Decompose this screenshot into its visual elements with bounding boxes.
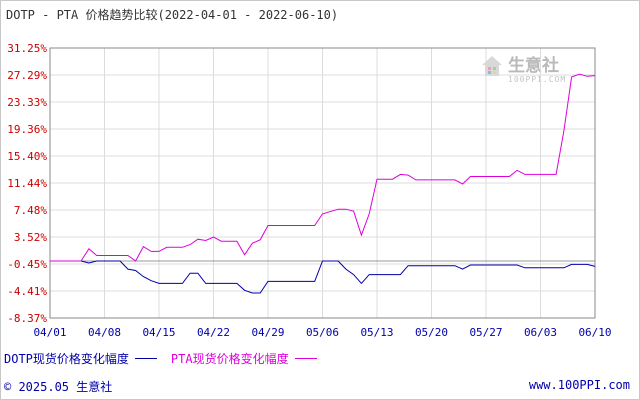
x-tick-label: 04/08 (88, 326, 121, 339)
plot-border (49, 47, 596, 319)
y-tick-label: 31.25% (7, 42, 47, 55)
y-tick-label: 15.40% (7, 150, 47, 163)
x-tick-label: 04/29 (251, 326, 284, 339)
y-tick-label: 27.29% (7, 69, 47, 82)
legend-label-dotp: DOTP现货价格变化幅度 (4, 352, 129, 366)
x-tick-label: 05/20 (415, 326, 448, 339)
chart-title: DOTP - PTA 价格趋势比较(2022-04-01 - 2022-06-1… (6, 8, 339, 22)
watermark-name: 生意社 (508, 55, 559, 76)
site-link[interactable]: www.100PPI.com (528, 378, 630, 392)
legend-swatch-pta (294, 358, 317, 359)
series-line-dotp (50, 260, 596, 294)
y-tick-label: 11.44% (7, 177, 47, 190)
watermark-logo: 生意社 100PPI.COM (480, 54, 565, 84)
y-tick-label: 7.48% (14, 204, 47, 217)
x-tick-label: 06/03 (524, 326, 557, 339)
house-logo-icon (482, 56, 502, 76)
series-line-pta (50, 73, 596, 262)
legend-item-dotp: DOTP现货价格变化幅度 (4, 350, 157, 367)
y-tick-label: 19.36% (7, 123, 47, 136)
y-tick-label: 3.52% (14, 231, 47, 244)
x-tick-label: 05/27 (469, 326, 502, 339)
x-tick-label: 04/01 (33, 326, 66, 339)
x-tick-label: 04/15 (142, 326, 175, 339)
copyright-text: © 2025.05 生意社 (4, 380, 113, 394)
legend-swatch-dotp (134, 358, 157, 359)
y-tick-label: -8.37% (7, 312, 47, 325)
x-tick-label: 05/13 (360, 326, 393, 339)
legend-label-pta: PTA现货价格变化幅度 (170, 352, 289, 366)
x-tick-label: 06/10 (578, 326, 611, 339)
x-tick-label: 04/22 (197, 326, 230, 339)
y-tick-label: -0.45% (7, 258, 47, 271)
y-tick-label: 23.33% (7, 96, 47, 109)
y-tick-label: -4.41% (7, 285, 47, 298)
watermark-url: 100PPI.COM (508, 75, 567, 84)
chart-legend: DOTP现货价格变化幅度 PTA现货价格变化幅度 (4, 350, 331, 367)
legend-item-pta: PTA现货价格变化幅度 (171, 350, 317, 367)
x-tick-label: 05/06 (306, 326, 339, 339)
